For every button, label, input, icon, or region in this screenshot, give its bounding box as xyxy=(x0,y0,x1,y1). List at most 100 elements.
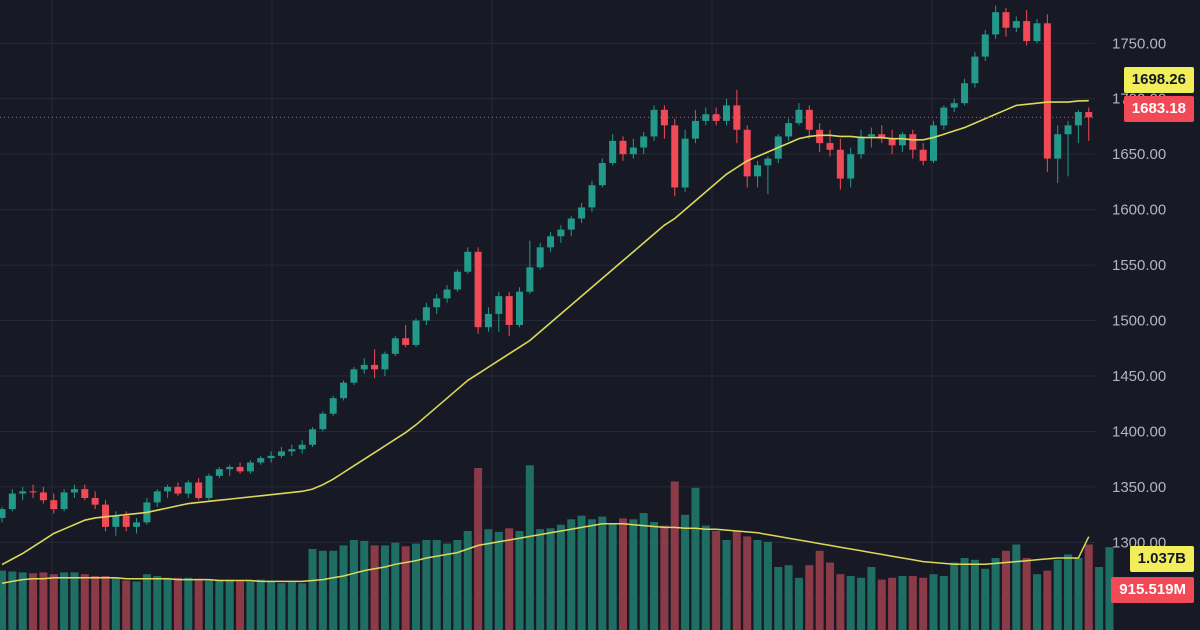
volume-bar xyxy=(267,581,276,630)
volume-bar xyxy=(701,525,710,630)
candle xyxy=(0,506,6,523)
candle-body xyxy=(257,458,265,463)
volume-bar xyxy=(370,545,379,630)
volume-bar xyxy=(939,576,948,630)
price-tick-label: 1500.00 xyxy=(1112,313,1166,330)
candle xyxy=(288,444,296,456)
candle xyxy=(174,482,182,496)
volume-bar xyxy=(453,540,462,630)
candle-body xyxy=(847,154,855,179)
candle-body xyxy=(629,147,637,155)
volume-bar xyxy=(691,487,700,630)
volume-bar xyxy=(712,531,721,630)
candle-body xyxy=(795,109,803,124)
candle-body xyxy=(381,353,389,370)
volume-bar xyxy=(1095,567,1104,630)
price-tick-label: 1550.00 xyxy=(1112,257,1166,274)
candle xyxy=(19,486,27,501)
candle xyxy=(195,478,203,501)
volume-bar xyxy=(774,567,783,630)
candle xyxy=(484,307,492,332)
volume-bar xyxy=(29,573,38,630)
candle xyxy=(81,484,89,501)
volume-bar xyxy=(360,540,369,630)
volume-bar xyxy=(1043,570,1052,630)
candle-body xyxy=(1012,21,1020,28)
candle xyxy=(764,156,772,195)
volume-bar xyxy=(629,519,638,630)
candle xyxy=(950,98,958,113)
candle-body xyxy=(691,120,699,139)
volume-bar xyxy=(929,574,938,630)
volume-bar xyxy=(991,558,1000,630)
candle-body xyxy=(153,491,161,503)
volume-bar xyxy=(329,550,338,630)
candle-body xyxy=(133,522,141,527)
candle xyxy=(164,484,172,498)
candle xyxy=(1002,7,1010,37)
candle-body xyxy=(122,515,130,527)
volume-bar xyxy=(91,576,100,630)
candle-body xyxy=(640,136,648,148)
volume-bar xyxy=(753,540,762,630)
volume-ma-polyline xyxy=(1,523,1090,584)
volume-bar xyxy=(981,568,990,630)
candle-body xyxy=(588,185,596,208)
volume-bar xyxy=(246,581,255,630)
candle xyxy=(153,489,161,507)
ma-value-tag: 1698.26 xyxy=(1123,67,1194,93)
volume-bar xyxy=(639,513,648,630)
candle-body xyxy=(1002,12,1010,28)
candle xyxy=(650,105,658,141)
volume-bar xyxy=(380,545,389,630)
price-ma-polyline xyxy=(1,99,1089,566)
volume-bar xyxy=(505,528,514,630)
volume-bar xyxy=(163,577,172,630)
candle-body xyxy=(215,469,223,476)
candle xyxy=(1064,120,1072,177)
candle xyxy=(215,466,223,479)
candle-body xyxy=(1023,21,1031,42)
volume-bar xyxy=(681,514,690,630)
candle-body xyxy=(754,165,762,177)
candle-body xyxy=(81,489,89,498)
candle-body xyxy=(164,486,172,492)
volume-bar xyxy=(122,580,131,630)
candle xyxy=(39,486,47,504)
price-tick-label: 1350.00 xyxy=(1112,479,1166,496)
candle-body xyxy=(1043,23,1051,159)
candle-body xyxy=(371,364,379,370)
candle xyxy=(619,136,627,161)
candle xyxy=(588,180,596,212)
candle xyxy=(526,240,534,294)
candle-body xyxy=(919,149,927,161)
candle-body xyxy=(505,296,513,325)
candle-body xyxy=(681,138,689,188)
candle-body xyxy=(0,509,6,518)
candle-body xyxy=(50,500,58,510)
volume-bar xyxy=(194,578,203,630)
candle-body xyxy=(764,158,772,166)
candle-body xyxy=(70,489,78,493)
candle xyxy=(961,78,969,106)
candle xyxy=(391,336,399,357)
volume-bar xyxy=(732,531,741,630)
volume-bar xyxy=(1012,544,1021,630)
volume-bar xyxy=(898,576,907,630)
candle-body xyxy=(453,271,461,290)
candle-body xyxy=(184,482,192,494)
volume-bar xyxy=(815,550,824,630)
volume-bar xyxy=(318,550,327,630)
candle-body xyxy=(391,338,399,354)
candle xyxy=(1033,18,1041,44)
candle-body xyxy=(205,475,213,498)
candle xyxy=(1085,107,1093,141)
candle xyxy=(847,147,855,188)
candle xyxy=(1054,125,1062,184)
candle xyxy=(785,118,793,141)
volume-bar xyxy=(857,577,866,630)
volume-bar xyxy=(1033,574,1041,630)
candle-body xyxy=(567,218,575,230)
candle xyxy=(70,484,78,498)
